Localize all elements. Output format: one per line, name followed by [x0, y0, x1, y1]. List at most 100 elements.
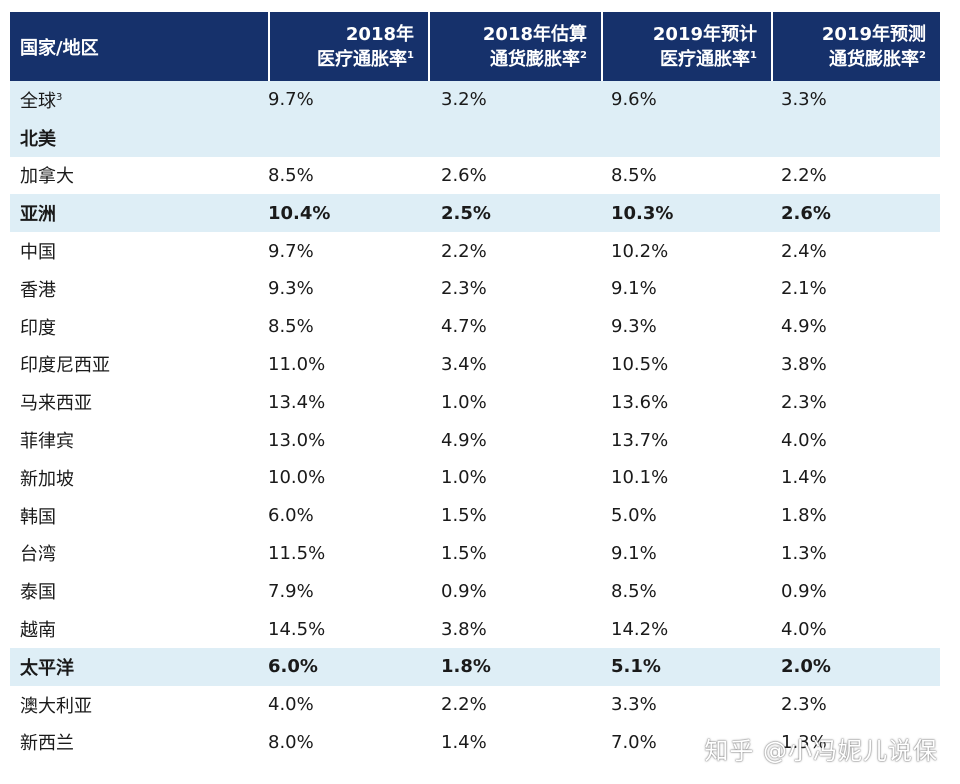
- value-2018-medical-inflation: 11.0%: [268, 353, 326, 375]
- table-section-row: 亚洲 10.4% 2.5% 10.3% 2.6%: [10, 194, 940, 233]
- header-country-region: 国家/地区: [10, 12, 268, 81]
- table-row: 中国 9.7% 2.2% 10.2% 2.4%: [10, 232, 940, 270]
- header-2018-estimated-inflation: 2018年估算 通货膨胀率2: [428, 12, 601, 81]
- region-name-text: 中国: [20, 242, 56, 264]
- table-row: 加拿大 8.5% 2.6% 8.5% 2.2%: [10, 157, 940, 195]
- header-col1-text: 医疗通胀率: [317, 48, 408, 70]
- table-header: 国家/地区 2018年 医疗通胀率1 2018年估算 通货膨胀率2 2019年预…: [10, 12, 940, 81]
- footnote-marker: 3: [56, 91, 63, 103]
- table-row: 台湾 11.5% 1.5% 9.1% 1.3%: [10, 535, 940, 573]
- value-2018-medical-inflation: 13.0%: [268, 429, 326, 451]
- region-name-text: 香港: [20, 279, 56, 301]
- value-2018-medical-inflation: 13.4%: [268, 391, 326, 413]
- table-section-row: 北美: [10, 118, 940, 157]
- value-2019-projected-medical-inflation: 13.7%: [611, 429, 669, 451]
- value-2019-projected-medical-inflation: 10.3%: [611, 202, 674, 224]
- footnote-marker: 1: [750, 49, 757, 61]
- row-region-name: 香港: [10, 276, 268, 302]
- header-col1-line2: 医疗通胀率1: [317, 47, 414, 72]
- value-2019-projected-medical-inflation: 8.5%: [611, 580, 657, 602]
- value-2018-estimated-inflation: 1.5%: [441, 505, 487, 527]
- value-2018-estimated-inflation: 3.4%: [441, 353, 487, 375]
- table-body: 全球3 9.7% 3.2% 9.6% 3.3% 北美 加拿大 8.5% 2.6% 8.5% 2.2%…: [10, 81, 940, 761]
- row-region-name: 印度尼西亚: [10, 351, 268, 377]
- table-row: 印度 8.5% 4.7% 9.3% 4.9%: [10, 308, 940, 346]
- table-row: 韩国 6.0% 1.5% 5.0% 1.8%: [10, 497, 940, 535]
- value-2019-projected-medical-inflation: 13.6%: [611, 391, 669, 413]
- value-2019-forecast-inflation: 2.2%: [781, 164, 827, 186]
- value-2018-medical-inflation: 4.0%: [268, 694, 314, 716]
- value-2018-medical-inflation: 8.0%: [268, 731, 314, 753]
- row-region-name: 韩国: [10, 503, 268, 529]
- region-name-text: 澳大利亚: [20, 695, 92, 717]
- value-2018-medical-inflation: 8.5%: [268, 316, 314, 338]
- header-2019-projected-medical-inflation: 2019年预计 医疗通胀率1: [601, 12, 771, 81]
- value-2018-estimated-inflation: 2.2%: [441, 240, 487, 262]
- header-col4-line1: 2019年预测: [821, 23, 926, 45]
- value-2019-projected-medical-inflation: 9.1%: [611, 278, 657, 300]
- header-col2-line1: 2018年估算: [482, 23, 587, 45]
- row-region-name: 加拿大: [10, 162, 268, 188]
- region-name-text: 太平洋: [20, 657, 74, 679]
- value-2019-forecast-inflation: 2.6%: [781, 202, 831, 224]
- region-name-text: 加拿大: [20, 166, 74, 188]
- footnote-marker: 1: [407, 49, 414, 61]
- header-2018-medical-inflation: 2018年 医疗通胀率1: [268, 12, 428, 81]
- row-region-name: 菲律宾: [10, 427, 268, 453]
- value-2019-projected-medical-inflation: 5.1%: [611, 656, 661, 678]
- table-row: 越南 14.5% 3.8% 14.2% 4.0%: [10, 610, 940, 648]
- value-2019-forecast-inflation: 1.4%: [781, 467, 827, 489]
- row-region-name: 台湾: [10, 540, 268, 566]
- footnote-marker: 2: [580, 49, 587, 61]
- value-2019-projected-medical-inflation: 10.5%: [611, 353, 669, 375]
- footnote-marker: 2: [919, 49, 926, 61]
- table-row: 香港 9.3% 2.3% 9.1% 2.1%: [10, 270, 940, 308]
- value-2019-forecast-inflation: 1.3%: [781, 542, 827, 564]
- region-name-text: 亚洲: [20, 204, 56, 226]
- table-row: 新加坡 10.0% 1.0% 10.1% 1.4%: [10, 459, 940, 497]
- value-2019-projected-medical-inflation: 8.5%: [611, 164, 657, 186]
- table-row: 马来西亚 13.4% 1.0% 13.6% 2.3%: [10, 383, 940, 421]
- value-2018-medical-inflation: 10.4%: [268, 202, 331, 224]
- value-2018-estimated-inflation: 3.8%: [441, 618, 487, 640]
- value-2019-forecast-inflation: 1.8%: [781, 505, 827, 527]
- value-2019-projected-medical-inflation: 9.6%: [611, 89, 657, 111]
- region-name-text: 北美: [20, 128, 56, 150]
- value-2018-estimated-inflation: 1.0%: [441, 391, 487, 413]
- value-2019-projected-medical-inflation: 10.1%: [611, 467, 669, 489]
- row-region-name: 亚洲: [10, 200, 268, 226]
- value-2018-estimated-inflation: 2.2%: [441, 694, 487, 716]
- value-2018-medical-inflation: 14.5%: [268, 618, 326, 640]
- header-col3-line1: 2019年预计: [652, 23, 757, 45]
- region-name-text: 泰国: [20, 582, 56, 604]
- value-2018-estimated-inflation: 1.4%: [441, 731, 487, 753]
- value-2019-forecast-inflation: 3.8%: [781, 353, 827, 375]
- header-col2-line2: 通货膨胀率2: [490, 47, 587, 72]
- value-2019-forecast-inflation: 2.4%: [781, 240, 827, 262]
- header-col2-text: 通货膨胀率: [490, 48, 581, 70]
- row-region-name: 全球3: [10, 87, 268, 113]
- table-row: 印度尼西亚 11.0% 3.4% 10.5% 3.8%: [10, 346, 940, 384]
- region-name-text: 马来西亚: [20, 393, 92, 415]
- value-2019-forecast-inflation: 1.3%: [781, 731, 827, 753]
- table-section-row: 太平洋 6.0% 1.8% 5.1% 2.0%: [10, 647, 940, 686]
- header-col4-text: 通货膨胀率: [829, 48, 920, 70]
- value-2019-forecast-inflation: 2.3%: [781, 694, 827, 716]
- header-2019-forecast-inflation: 2019年预测 通货膨胀率2: [771, 12, 940, 81]
- header-col4-line2: 通货膨胀率2: [829, 47, 926, 72]
- table-row: 菲律宾 13.0% 4.9% 13.7% 4.0%: [10, 421, 940, 459]
- value-2018-medical-inflation: 8.5%: [268, 164, 314, 186]
- value-2018-medical-inflation: 9.7%: [268, 240, 314, 262]
- value-2019-projected-medical-inflation: 10.2%: [611, 240, 669, 262]
- value-2019-projected-medical-inflation: 14.2%: [611, 618, 669, 640]
- value-2019-projected-medical-inflation: 7.0%: [611, 731, 657, 753]
- value-2018-medical-inflation: 11.5%: [268, 542, 326, 564]
- watermark: 知乎 @小冯妮儿说保: [704, 737, 938, 765]
- value-2019-forecast-inflation: 4.9%: [781, 316, 827, 338]
- value-2019-projected-medical-inflation: 3.3%: [611, 694, 657, 716]
- value-2018-estimated-inflation: 2.3%: [441, 278, 487, 300]
- value-2019-forecast-inflation: 0.9%: [781, 580, 827, 602]
- region-name-text: 菲律宾: [20, 431, 74, 453]
- header-country-label: 国家/地区: [20, 38, 99, 59]
- value-2018-medical-inflation: 9.7%: [268, 89, 314, 111]
